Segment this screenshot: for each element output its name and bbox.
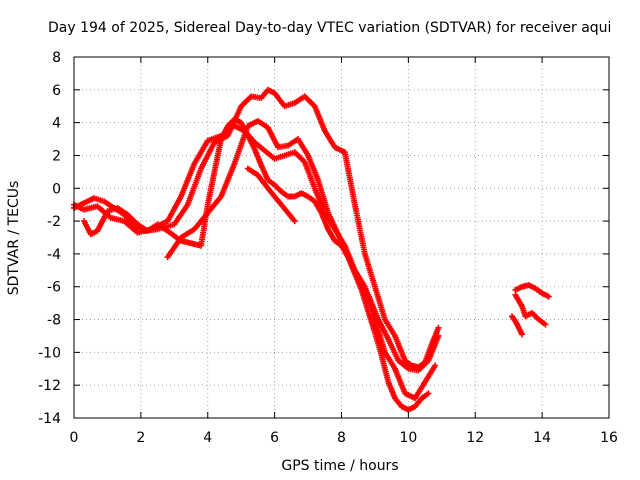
x-axis-ticks: 0 2 4 6 8 10 12 14 16	[70, 57, 618, 446]
x-tick-label: 6	[270, 430, 279, 446]
y-axis-ticks: -14 -12 -10 -8 -6 -4 -2 0 2 4 6 8	[38, 50, 609, 427]
data-point	[291, 218, 298, 225]
x-tick-label: 2	[136, 430, 145, 446]
x-tick-label: 12	[466, 430, 484, 446]
x-tick-label: 16	[600, 430, 618, 446]
y-tick-label: 8	[52, 50, 61, 66]
y-tick-label: -14	[38, 411, 61, 427]
data-point	[435, 324, 442, 331]
series-arc-3	[81, 116, 432, 413]
series-arc-1	[71, 86, 442, 371]
series-arc-8	[509, 313, 526, 338]
y-tick-label: 6	[52, 83, 61, 99]
x-tick-label: 8	[337, 430, 346, 446]
data-series	[71, 86, 552, 413]
data-point	[432, 362, 439, 369]
y-tick-label: -6	[47, 280, 61, 296]
x-axis-label: GPS time / hours	[281, 458, 398, 474]
data-point	[435, 332, 442, 339]
x-tick-label: 14	[533, 430, 551, 446]
series-arc-7	[512, 291, 549, 328]
y-tick-label: 0	[52, 181, 61, 197]
y-tick-label: 4	[52, 116, 61, 132]
series-arc-4	[164, 117, 442, 374]
data-point	[542, 321, 549, 328]
data-point	[519, 331, 526, 338]
x-tick-label: 10	[399, 430, 417, 446]
y-tick-label: -12	[38, 378, 61, 394]
chart-title: Day 194 of 2025, Sidereal Day-to-day VTE…	[48, 20, 611, 36]
x-tick-label: 0	[70, 430, 79, 446]
y-axis-label: SDTVAR / TECUs	[6, 181, 22, 296]
data-point	[545, 293, 552, 300]
y-tick-label: -4	[47, 247, 61, 263]
y-tick-label: 2	[52, 148, 61, 164]
y-tick-label: -8	[47, 313, 61, 329]
series-arc-5	[244, 165, 298, 225]
y-tick-label: -10	[38, 345, 61, 361]
y-tick-label: -2	[47, 214, 61, 230]
grid-lines	[74, 57, 609, 418]
data-point	[425, 390, 432, 397]
x-tick-label: 4	[203, 430, 212, 446]
